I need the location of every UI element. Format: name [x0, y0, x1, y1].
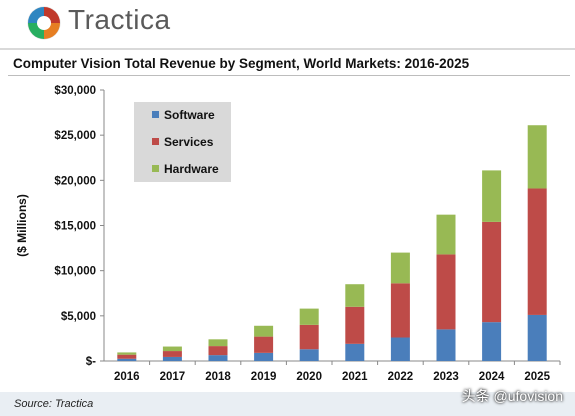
- bar-software-2024: [482, 322, 502, 361]
- footer-band: [0, 392, 575, 416]
- bar-services-2016: [117, 354, 137, 359]
- bar-hardware-2021: [345, 284, 365, 307]
- stacked-bar-chart: $- $5,000 $10,000 $15,000 $20,000 $25,000 $30,…: [15, 85, 561, 383]
- legend-label-software: Software: [164, 108, 215, 122]
- x-tick-label: 2022: [388, 371, 414, 383]
- bar-services-2020: [299, 324, 319, 350]
- bar-services-2025: [527, 188, 547, 315]
- bar-software-2019: [254, 352, 274, 361]
- bar-software-2022: [390, 337, 410, 361]
- y-tick-label: $25,000: [54, 130, 96, 142]
- bar-software-2023: [436, 329, 456, 361]
- x-tick-label: 2023: [433, 371, 459, 383]
- x-tick-label: 2016: [114, 371, 140, 383]
- bar-software-2020: [299, 349, 319, 361]
- brand-header: Tractica: [0, 0, 575, 48]
- bar-services-2021: [345, 306, 365, 344]
- source-note: Source: Tractica: [14, 398, 94, 410]
- bar-services-2024: [482, 221, 502, 323]
- header-divider: [0, 48, 575, 50]
- bar-software-2021: [345, 343, 365, 361]
- y-tick-label: $10,000: [54, 266, 96, 278]
- bar-software-2018: [208, 355, 228, 361]
- bar-software-2025: [527, 314, 547, 361]
- bar-hardware-2017: [162, 346, 182, 352]
- x-tick-label: 2024: [479, 371, 505, 383]
- bar-services-2022: [390, 283, 410, 338]
- y-tick-label: $-: [86, 356, 96, 368]
- y-tick-label: $15,000: [54, 221, 96, 233]
- x-tick-label: 2019: [251, 371, 277, 383]
- bar-services-2023: [436, 254, 456, 330]
- bar-services-2018: [208, 346, 228, 356]
- bar-software-2016: [117, 358, 137, 361]
- y-axis-title: ($ Millions): [15, 194, 29, 257]
- y-tick-label: $30,000: [54, 85, 96, 97]
- x-tick-label: 2021: [342, 371, 368, 383]
- x-tick-label: 2020: [296, 371, 322, 383]
- chart-title: Computer Vision Total Revenue by Segment…: [13, 56, 470, 71]
- bar-hardware-2019: [254, 325, 274, 337]
- brand-name: Tractica: [68, 4, 171, 35]
- x-tick-label: 2018: [205, 371, 231, 383]
- bar-software-2017: [162, 356, 182, 361]
- bar-hardware-2016: [117, 352, 137, 355]
- watermark: 头条 @ufovision: [461, 388, 563, 404]
- legend-box: [134, 102, 231, 182]
- bar-hardware-2022: [390, 252, 410, 284]
- legend-label-hardware: Hardware: [164, 162, 219, 176]
- bar-hardware-2020: [299, 308, 319, 325]
- bar-hardware-2018: [208, 339, 228, 347]
- x-tick-label: 2017: [160, 371, 186, 383]
- legend-swatch-services: [152, 138, 159, 145]
- bar-hardware-2025: [527, 125, 547, 189]
- x-tick-label: 2025: [524, 371, 550, 383]
- title-divider: [8, 75, 570, 76]
- legend-swatch-hardware: [152, 165, 159, 172]
- y-tick-label: $5,000: [61, 311, 96, 323]
- bar-hardware-2024: [482, 170, 502, 222]
- bar-services-2019: [254, 336, 274, 353]
- tractica-logo-icon: [27, 6, 61, 40]
- legend-label-services: Services: [164, 135, 214, 149]
- legend-swatch-software: [152, 111, 159, 118]
- bar-services-2017: [162, 351, 182, 357]
- bar-hardware-2023: [436, 214, 456, 255]
- y-tick-label: $20,000: [54, 175, 96, 187]
